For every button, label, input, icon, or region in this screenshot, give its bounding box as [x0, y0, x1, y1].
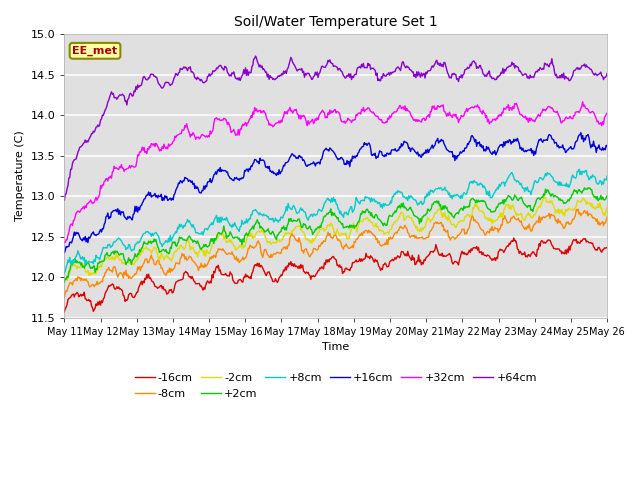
+64cm: [61, 197, 68, 203]
Text: EE_met: EE_met: [72, 46, 118, 56]
Line: -16cm: -16cm: [65, 238, 607, 312]
+64cm: [424, 68, 431, 74]
+32cm: [157, 147, 164, 153]
-2cm: [157, 250, 165, 256]
-2cm: [604, 204, 611, 210]
Line: +16cm: +16cm: [65, 133, 607, 253]
-8cm: [574, 206, 582, 212]
+32cm: [61, 240, 68, 246]
-8cm: [200, 264, 208, 270]
+16cm: [306, 162, 314, 168]
+32cm: [200, 132, 208, 138]
Line: +32cm: +32cm: [65, 102, 607, 243]
+16cm: [200, 183, 208, 189]
-8cm: [61, 294, 68, 300]
+2cm: [423, 211, 431, 216]
Legend: -16cm, -8cm, -2cm, +2cm, +8cm, +16cm, +32cm, +64cm: -16cm, -8cm, -2cm, +2cm, +8cm, +16cm, +3…: [130, 369, 541, 403]
Line: -8cm: -8cm: [65, 209, 607, 297]
X-axis label: Time: Time: [322, 342, 349, 352]
-16cm: [469, 245, 477, 251]
-16cm: [423, 254, 431, 260]
Y-axis label: Temperature (C): Temperature (C): [15, 131, 25, 221]
+32cm: [306, 119, 314, 125]
+64cm: [307, 74, 315, 80]
+32cm: [469, 105, 477, 110]
+2cm: [604, 193, 611, 199]
+2cm: [306, 223, 314, 229]
+8cm: [61, 270, 68, 276]
-2cm: [540, 192, 548, 198]
+16cm: [423, 150, 431, 156]
+8cm: [157, 240, 164, 246]
Line: +8cm: +8cm: [65, 169, 607, 273]
+64cm: [252, 53, 259, 59]
+64cm: [157, 83, 164, 89]
-16cm: [604, 245, 611, 251]
+8cm: [200, 229, 208, 235]
+2cm: [469, 195, 477, 201]
+8cm: [380, 203, 388, 209]
-2cm: [307, 238, 315, 243]
-2cm: [470, 205, 477, 211]
+32cm: [380, 120, 388, 126]
-16cm: [61, 309, 68, 314]
-16cm: [200, 285, 208, 290]
+8cm: [306, 214, 314, 219]
+2cm: [200, 242, 208, 248]
+2cm: [584, 185, 592, 191]
+32cm: [423, 114, 431, 120]
-8cm: [423, 234, 431, 240]
-2cm: [61, 277, 68, 283]
-2cm: [201, 248, 209, 253]
-16cm: [157, 283, 164, 289]
+32cm: [604, 110, 611, 116]
-8cm: [604, 214, 611, 220]
+2cm: [157, 249, 164, 254]
+64cm: [604, 71, 611, 76]
Title: Soil/Water Temperature Set 1: Soil/Water Temperature Set 1: [234, 15, 438, 29]
+8cm: [423, 191, 431, 197]
+2cm: [380, 220, 388, 226]
+16cm: [380, 154, 388, 159]
-2cm: [424, 215, 431, 220]
+32cm: [579, 99, 586, 105]
+64cm: [381, 73, 389, 79]
-16cm: [380, 262, 388, 267]
+16cm: [604, 144, 611, 149]
Line: +64cm: +64cm: [65, 56, 607, 200]
+16cm: [469, 134, 477, 140]
-8cm: [380, 242, 388, 248]
-16cm: [306, 273, 314, 278]
-16cm: [510, 235, 518, 241]
+16cm: [577, 130, 585, 136]
+16cm: [157, 193, 164, 199]
+8cm: [604, 173, 611, 179]
+64cm: [470, 58, 477, 64]
-8cm: [306, 254, 314, 260]
-8cm: [469, 214, 477, 220]
+16cm: [61, 250, 68, 256]
+64cm: [200, 80, 208, 86]
+8cm: [575, 167, 583, 172]
-8cm: [157, 262, 164, 267]
-2cm: [61, 278, 69, 284]
+8cm: [469, 180, 477, 186]
Line: +2cm: +2cm: [65, 188, 607, 282]
-2cm: [381, 231, 389, 237]
Line: -2cm: -2cm: [65, 195, 607, 281]
+2cm: [61, 279, 68, 285]
